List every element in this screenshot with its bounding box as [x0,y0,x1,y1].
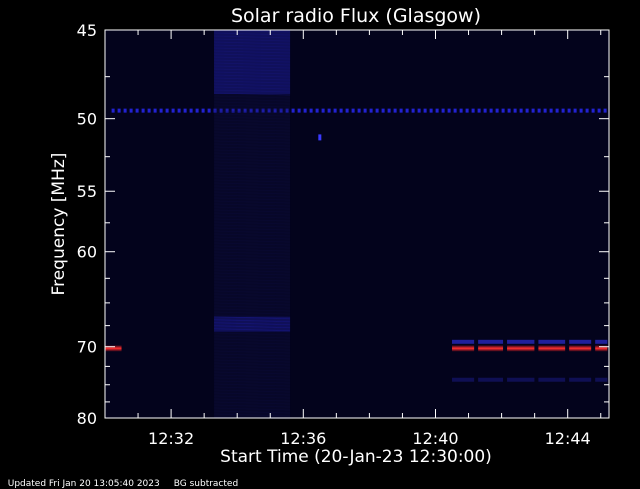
heatmap-spot-8 [318,134,322,141]
heatmap-band-2 [452,345,608,352]
y-tick-label: 45 [77,21,97,40]
plot-frame [104,29,610,419]
x-tick-label: 12:44 [545,429,591,448]
x-tick-label: 12:36 [280,429,326,448]
plot-background [105,30,609,418]
heatmap-block-7 [214,29,291,420]
heatmap-block-6 [214,316,291,332]
heatmap-band-4 [452,377,608,382]
y-axis-ticks: 45 50 55 60 70 80 [77,21,609,428]
y-tick-label: 60 [77,243,97,262]
heatmap-features [105,29,608,420]
x-axis-ticks: 12:32 12:36 12:40 12:44 [104,30,602,448]
heatmap-block-5 [214,29,291,96]
x-axis-label: Start Time (20-Jan-23 12:30:00) [220,447,492,467]
x-tick-label: 12:40 [412,429,458,448]
y-axis-label: Frequency [MHz] [49,153,69,296]
footer-updated-text: Updated Fri Jan 20 13:05:40 2023 [7,479,160,489]
heatmap-band-1 [105,345,122,352]
y-tick-label: 50 [77,110,97,129]
y-tick-label: 80 [77,409,97,428]
y-tick-label: 70 [77,338,97,357]
y-tick-label: 55 [77,182,97,201]
footer-status: Updated Fri Jan 20 13:05:40 2023 BG subtr… [2,469,252,489]
chart-title: Solar radio Flux (Glasgow) [231,5,481,27]
x-tick-label: 12:32 [148,429,194,448]
heatmap-band-0 [111,108,607,113]
footer-bg-note: BG subtracted [173,479,239,489]
heatmap-band-3 [452,339,608,344]
